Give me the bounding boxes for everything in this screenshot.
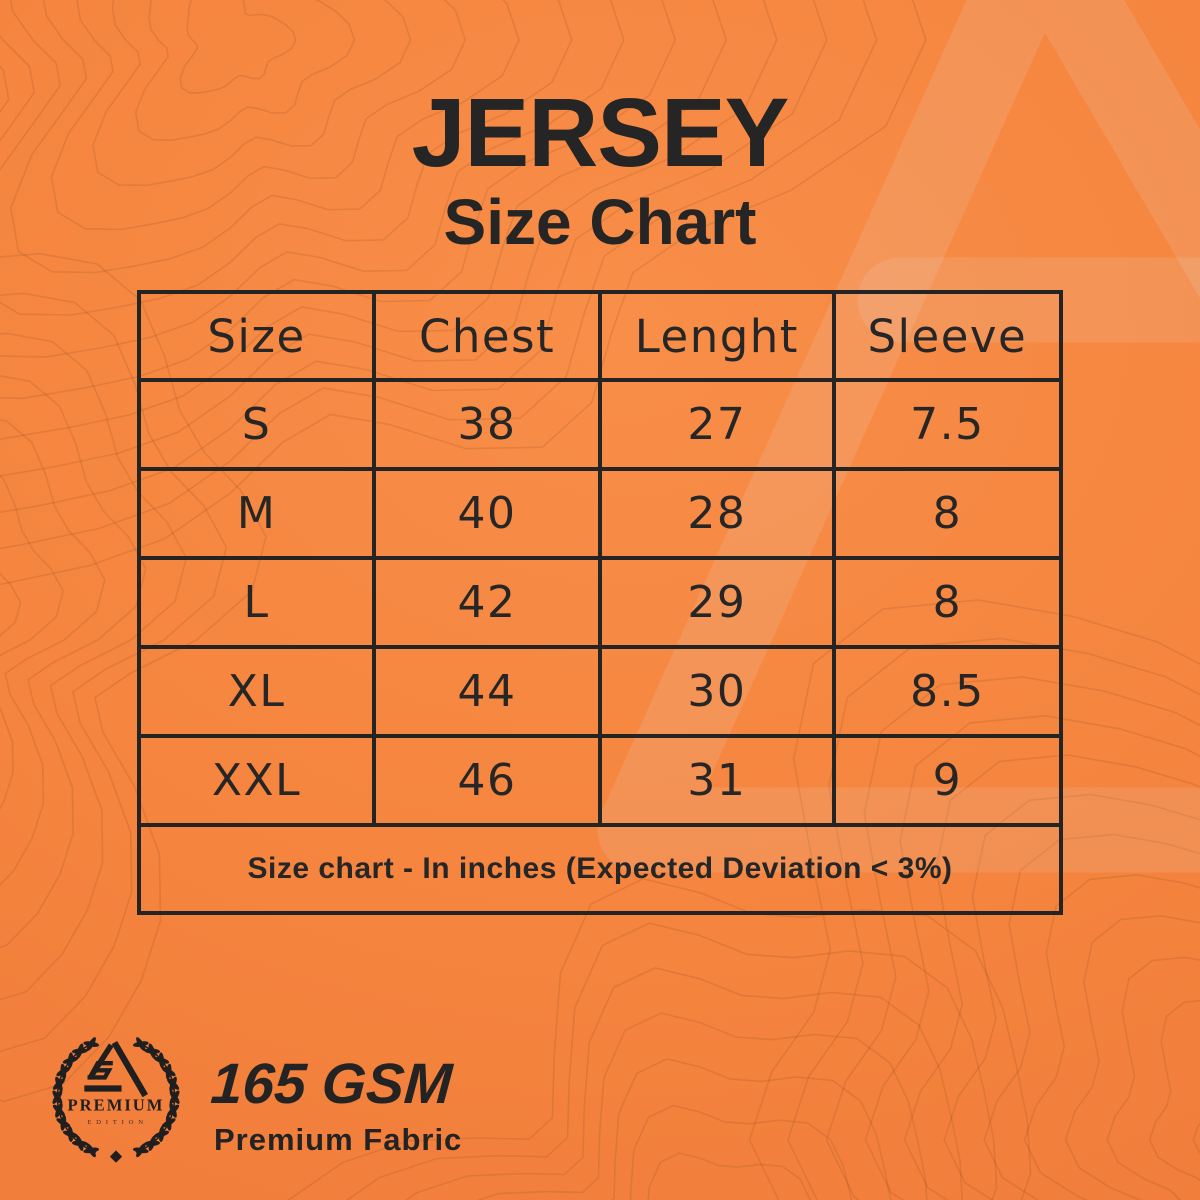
table-row: L 42 29 8 [136,556,1064,649]
length-cell: 28 [597,467,836,560]
size-cell: XL [136,645,377,738]
length-cell: 30 [597,645,836,738]
table-row: S 38 27 7.5 [136,378,1064,471]
table-row: XL 44 30 8.5 [136,645,1064,738]
chest-cell: 38 [372,378,602,471]
table-footnote: Size chart - In inches (Expected Deviati… [137,823,1063,915]
length-cell: 31 [597,734,836,827]
brand-triangle-icon [84,1040,149,1098]
fabric-text: Premium Fabric [214,1122,463,1157]
sleeve-cell: 9 [831,734,1064,827]
size-cell: S [136,378,377,471]
premium-label: PREMIUM [68,1096,165,1115]
sleeve-cell: 8 [831,556,1064,649]
size-cell: M [136,467,377,560]
laurel-wreath-icon: PREMIUM EDITION [52,1037,180,1163]
header-cell-size: Size [136,290,377,382]
sleeve-cell: 8.5 [831,645,1064,738]
page-title: JERSEY [411,78,790,187]
chest-cell: 40 [372,467,602,560]
sleeve-cell: 8 [831,467,1064,560]
size-chart-table: Size Chest Lenght Sleeve S 38 27 7.5 M 4… [136,290,1064,915]
table-row: M 40 28 8 [136,467,1064,560]
chest-cell: 44 [372,645,602,738]
length-cell: 27 [597,378,836,471]
header-cell-chest: Chest [372,290,602,382]
size-cell: XXL [136,734,377,827]
sleeve-cell: 7.5 [831,378,1064,471]
header-cell-length: Lenght [597,290,836,382]
size-cell: L [136,556,377,649]
length-cell: 29 [597,556,836,649]
size-chart: Size Chest Lenght Sleeve S 38 27 7.5 M 4… [136,290,1064,915]
table-row: XXL 46 31 9 [136,734,1064,827]
header-cell-sleeve: Sleeve [831,290,1064,382]
edition-label: EDITION [87,1119,147,1126]
page-subtitle: Size Chart [443,186,757,258]
footnote-row: Size chart - In inches (Expected Deviati… [137,823,1063,915]
gsm-text: 165 GSM [208,1052,455,1116]
header-row: Size Chest Lenght Sleeve [136,290,1064,382]
chest-cell: 46 [372,734,602,827]
diamond-ornament [109,1150,123,1163]
chest-cell: 42 [372,556,602,649]
